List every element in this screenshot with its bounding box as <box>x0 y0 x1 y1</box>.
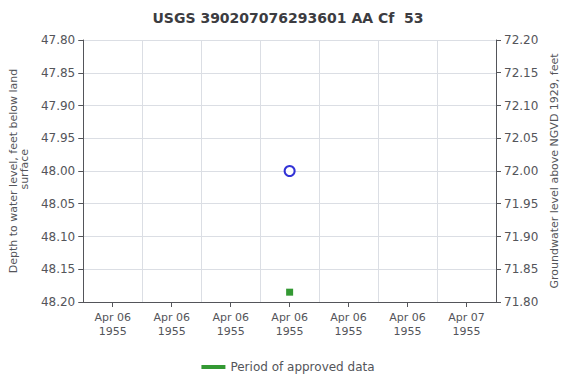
svg-text:72.20: 72.20 <box>504 33 538 47</box>
svg-text:1955: 1955 <box>158 325 186 338</box>
svg-text:1955: 1955 <box>453 325 481 338</box>
svg-text:surface: surface <box>18 149 31 193</box>
svg-text:72.00: 72.00 <box>504 164 538 178</box>
svg-text:47.85: 47.85 <box>41 66 75 80</box>
svg-text:Depth to water level, feet bel: Depth to water level, feet below land <box>7 68 20 274</box>
svg-text:71.80: 71.80 <box>504 295 538 309</box>
svg-text:47.80: 47.80 <box>41 33 75 47</box>
svg-text:Groundwater level above NGVD 1: Groundwater level above NGVD 1929, feet <box>548 53 561 289</box>
svg-text:72.10: 72.10 <box>504 99 538 113</box>
svg-text:1955: 1955 <box>217 325 245 338</box>
svg-text:72.05: 72.05 <box>504 131 538 145</box>
svg-text:47.95: 47.95 <box>41 131 75 145</box>
svg-text:Apr 06: Apr 06 <box>271 311 308 324</box>
svg-text:71.85: 71.85 <box>504 262 538 276</box>
svg-text:Apr 06: Apr 06 <box>153 311 190 324</box>
svg-text:USGS 390207076293601 AA Cf 53: USGS 390207076293601 AA Cf 53 <box>152 10 423 26</box>
svg-text:1955: 1955 <box>276 325 304 338</box>
svg-text:1955: 1955 <box>335 325 363 338</box>
svg-text:Period of approved data: Period of approved data <box>230 360 374 374</box>
svg-text:1955: 1955 <box>99 325 127 338</box>
svg-text:48.20: 48.20 <box>41 295 75 309</box>
svg-text:48.10: 48.10 <box>41 230 75 244</box>
svg-text:71.95: 71.95 <box>504 197 538 211</box>
svg-text:72.15: 72.15 <box>504 66 538 80</box>
svg-text:48.15: 48.15 <box>41 262 75 276</box>
svg-text:Apr 06: Apr 06 <box>330 311 367 324</box>
svg-text:Apr 06: Apr 06 <box>212 311 249 324</box>
svg-text:Apr 06: Apr 06 <box>389 311 426 324</box>
svg-text:48.05: 48.05 <box>41 197 75 211</box>
svg-text:48.00: 48.00 <box>41 164 75 178</box>
svg-text:Apr 07: Apr 07 <box>448 311 485 324</box>
svg-text:Apr 06: Apr 06 <box>94 311 131 324</box>
svg-text:47.90: 47.90 <box>41 99 75 113</box>
svg-text:1955: 1955 <box>394 325 422 338</box>
svg-text:71.90: 71.90 <box>504 230 538 244</box>
